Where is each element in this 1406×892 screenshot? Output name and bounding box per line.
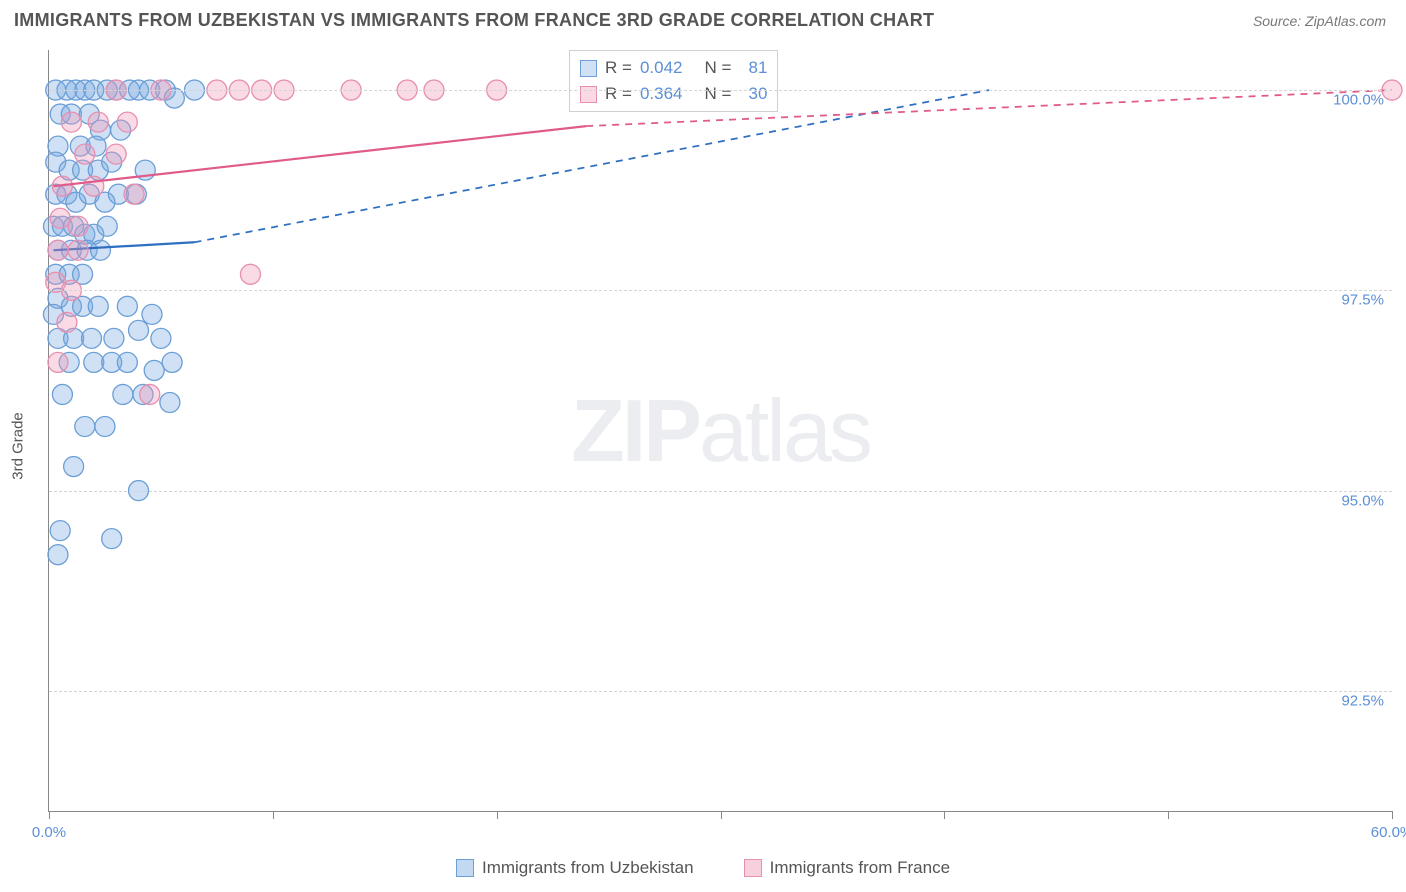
data-point	[160, 392, 180, 412]
legend-label: Immigrants from Uzbekistan	[482, 858, 694, 878]
data-point	[48, 240, 68, 260]
data-point	[57, 312, 77, 332]
data-point	[52, 384, 72, 404]
xtick	[497, 811, 498, 819]
stats-legend: R = 0.042 N = 81 R = 0.364 N = 30	[569, 50, 778, 112]
data-point	[88, 112, 108, 132]
swatch-uzbekistan	[580, 60, 597, 77]
stats-row-uzbekistan: R = 0.042 N = 81	[580, 55, 767, 81]
legend-swatch-uzbekistan	[456, 859, 474, 877]
data-point	[50, 208, 70, 228]
data-point	[84, 176, 104, 196]
data-point	[61, 112, 81, 132]
legend-label: Immigrants from France	[770, 858, 950, 878]
chart-title: IMMIGRANTS FROM UZBEKISTAN VS IMMIGRANTS…	[14, 10, 934, 31]
data-point	[97, 216, 117, 236]
xtick	[273, 811, 274, 819]
xtick	[1392, 811, 1393, 819]
xtick-label: 0.0%	[32, 824, 66, 841]
legend-swatch-france	[744, 859, 762, 877]
data-point	[84, 352, 104, 372]
data-point	[95, 416, 115, 436]
data-point	[75, 416, 95, 436]
data-point	[48, 545, 68, 565]
data-point	[90, 240, 110, 260]
xtick	[1168, 811, 1169, 819]
gridline-h	[49, 90, 1392, 91]
y-axis-label: 3rd Grade	[10, 412, 27, 480]
chart-source: Source: ZipAtlas.com	[1253, 13, 1386, 29]
xtick-label: 60.0%	[1371, 824, 1406, 841]
data-point	[64, 457, 84, 477]
gridline-h	[49, 290, 1392, 291]
scatter-svg	[49, 50, 1392, 811]
plot-area: ZIPatlas R = 0.042 N = 81 R = 0.364 N = …	[48, 50, 1392, 812]
trend-line-dashed	[194, 90, 989, 242]
data-point	[50, 521, 70, 541]
xtick	[49, 811, 50, 819]
ytick-label: 97.5%	[1341, 292, 1384, 309]
data-point	[240, 264, 260, 284]
ytick-label: 95.0%	[1341, 492, 1384, 509]
stats-row-france: R = 0.364 N = 30	[580, 81, 767, 107]
legend-item-france: Immigrants from France	[744, 858, 950, 878]
data-point	[68, 240, 88, 260]
data-point	[106, 144, 126, 164]
data-point	[104, 328, 124, 348]
gridline-h	[49, 491, 1392, 492]
data-point	[88, 296, 108, 316]
data-point	[140, 384, 160, 404]
xtick	[721, 811, 722, 819]
data-point	[124, 184, 144, 204]
bottom-legend: Immigrants from Uzbekistan Immigrants fr…	[0, 858, 1406, 878]
data-point	[117, 112, 137, 132]
data-point	[82, 328, 102, 348]
gridline-h	[49, 691, 1392, 692]
data-point	[48, 352, 68, 372]
data-point	[75, 144, 95, 164]
data-point	[68, 216, 88, 236]
data-point	[144, 360, 164, 380]
ytick-label: 92.5%	[1341, 692, 1384, 709]
ytick-label: 100.0%	[1333, 92, 1384, 109]
chart-header: IMMIGRANTS FROM UZBEKISTAN VS IMMIGRANTS…	[0, 0, 1406, 37]
swatch-france	[580, 86, 597, 103]
legend-item-uzbekistan: Immigrants from Uzbekistan	[456, 858, 694, 878]
data-point	[117, 352, 137, 372]
data-point	[113, 384, 133, 404]
data-point	[129, 320, 149, 340]
data-point	[162, 352, 182, 372]
xtick	[944, 811, 945, 819]
data-point	[117, 296, 137, 316]
data-point	[142, 304, 162, 324]
trend-line	[53, 126, 586, 186]
data-point	[151, 328, 171, 348]
data-point	[102, 529, 122, 549]
